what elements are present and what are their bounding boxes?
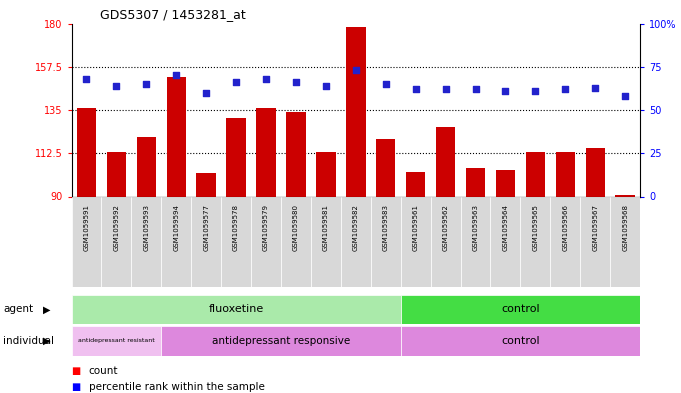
Text: GSM1059561: GSM1059561 [413, 204, 419, 251]
Bar [460, 196, 490, 287]
Bar [430, 196, 460, 287]
Point [500, 88, 511, 94]
Text: GSM1059566: GSM1059566 [563, 204, 569, 251]
Bar [251, 196, 281, 287]
Text: GSM1059593: GSM1059593 [143, 204, 149, 251]
Bar [281, 196, 311, 287]
Bar [101, 196, 131, 287]
Point [560, 86, 571, 92]
Bar [406, 171, 426, 196]
Point [530, 88, 541, 94]
Bar [466, 168, 486, 196]
Point [620, 93, 631, 99]
Bar [341, 196, 370, 287]
Point [111, 83, 122, 89]
Text: ■: ■ [72, 382, 81, 392]
Point [141, 81, 152, 87]
Point [231, 79, 242, 86]
Text: GSM1059578: GSM1059578 [233, 204, 239, 251]
Text: GSM1059594: GSM1059594 [173, 204, 179, 251]
Text: ▶: ▶ [43, 305, 50, 314]
Point [410, 86, 421, 92]
Bar [436, 127, 456, 196]
Bar [580, 196, 610, 287]
Text: GSM1059562: GSM1059562 [443, 204, 449, 251]
Bar [167, 77, 186, 196]
Point [261, 76, 272, 82]
Bar [161, 196, 191, 287]
Bar [72, 326, 161, 356]
Bar [610, 196, 640, 287]
Point [380, 81, 391, 87]
Bar [400, 295, 640, 324]
Bar [376, 139, 396, 196]
Bar [72, 196, 101, 287]
Bar [286, 112, 306, 196]
Text: GSM1059563: GSM1059563 [473, 204, 479, 251]
Bar [107, 152, 126, 196]
Bar [550, 196, 580, 287]
Point [350, 67, 361, 73]
Text: GSM1059567: GSM1059567 [592, 204, 598, 251]
Bar [226, 118, 246, 196]
Bar [586, 149, 605, 196]
Bar [77, 108, 96, 196]
Text: GSM1059564: GSM1059564 [503, 204, 509, 251]
Text: ▶: ▶ [43, 336, 50, 346]
Text: ■: ■ [72, 366, 81, 376]
Point [201, 90, 212, 96]
Bar [131, 196, 161, 287]
Bar [526, 152, 545, 196]
Text: percentile rank within the sample: percentile rank within the sample [89, 382, 264, 392]
Text: GSM1059583: GSM1059583 [383, 204, 389, 251]
Bar [616, 195, 635, 196]
Point [470, 86, 481, 92]
Point [590, 84, 601, 91]
Bar [400, 326, 640, 356]
Text: individual: individual [3, 336, 54, 346]
Text: GSM1059592: GSM1059592 [114, 204, 119, 251]
Bar [221, 196, 251, 287]
Point [81, 76, 92, 82]
Bar [191, 196, 221, 287]
Text: GSM1059581: GSM1059581 [323, 204, 329, 251]
Bar [137, 137, 156, 196]
Bar [72, 295, 400, 324]
Point [440, 86, 451, 92]
Bar [520, 196, 550, 287]
Text: GSM1059579: GSM1059579 [263, 204, 269, 251]
Text: fluoxetine: fluoxetine [208, 305, 264, 314]
Bar [346, 28, 366, 196]
Text: GSM1059568: GSM1059568 [622, 204, 628, 251]
Point [291, 79, 302, 86]
Text: antidepressant resistant: antidepressant resistant [78, 338, 155, 343]
Bar [556, 152, 575, 196]
Bar [311, 196, 341, 287]
Bar [490, 196, 520, 287]
Text: GSM1059591: GSM1059591 [84, 204, 89, 251]
Text: control: control [501, 305, 540, 314]
Bar [496, 170, 516, 196]
Text: antidepressant responsive: antidepressant responsive [212, 336, 350, 346]
Text: control: control [501, 336, 540, 346]
Text: GDS5307 / 1453281_at: GDS5307 / 1453281_at [100, 8, 246, 21]
Text: count: count [89, 366, 118, 376]
Text: GSM1059582: GSM1059582 [353, 204, 359, 251]
Bar [161, 326, 400, 356]
Text: GSM1059565: GSM1059565 [533, 204, 539, 251]
Bar [370, 196, 400, 287]
Point [171, 72, 182, 79]
Point [321, 83, 332, 89]
Text: GSM1059577: GSM1059577 [203, 204, 209, 251]
Text: GSM1059580: GSM1059580 [293, 204, 299, 251]
Bar [316, 152, 336, 196]
Bar [400, 196, 430, 287]
Text: agent: agent [3, 305, 33, 314]
Bar [256, 108, 276, 196]
Bar [196, 173, 216, 196]
